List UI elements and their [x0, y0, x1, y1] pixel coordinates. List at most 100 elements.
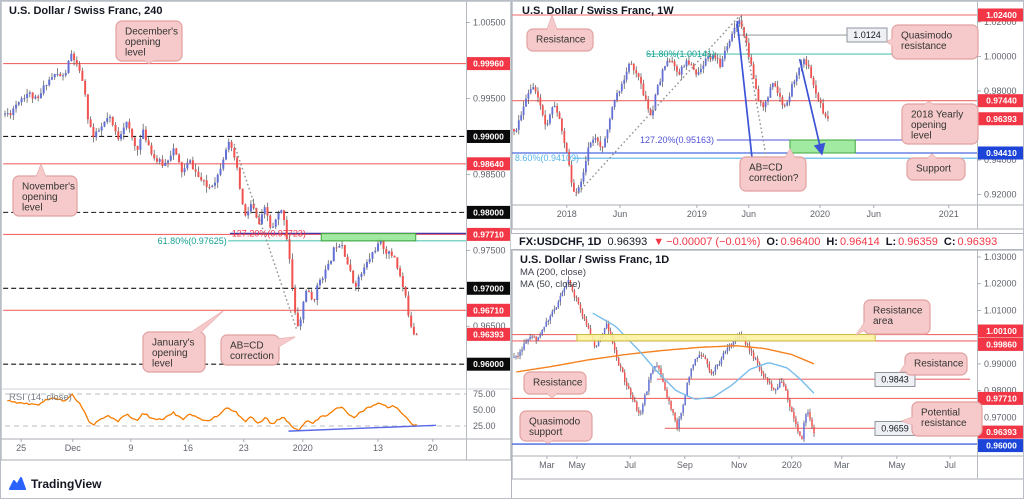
candle-body: [770, 383, 773, 389]
yellow-zone-box[interactable]: [576, 334, 876, 342]
green-zone-box[interactable]: [789, 139, 856, 154]
last-price: 0.96393: [607, 235, 648, 248]
dotted-trendline[interactable]: [575, 15, 740, 196]
candle-body: [37, 96, 40, 99]
candle-body: [568, 151, 571, 166]
annotation-callout[interactable]: Resistance: [526, 13, 594, 52]
price-tag-label: 1.0124: [853, 30, 881, 40]
candle-body: [565, 143, 568, 152]
symbol-info-bar[interactable]: FX:USDCHF, 1D 0.96393 ▼ −0.00007 (−0.01%…: [511, 233, 1023, 250]
candle-body: [354, 282, 357, 287]
candle-body: [747, 42, 750, 58]
fib-label: 61.80%(1.00141): [646, 49, 715, 59]
candle-body: [719, 58, 721, 68]
usdchf-1w-chart[interactable]: 61.80%(1.00141) 127.20%(0.95163) 8.60%(0.9…: [512, 1, 1024, 233]
indicator-label: MA (50, close): [520, 279, 581, 290]
green-zone-box[interactable]: [320, 232, 417, 242]
candle-body: [728, 40, 731, 47]
callout-text: level: [152, 359, 173, 370]
candle-body: [555, 307, 558, 310]
usdchf-1d-chart[interactable]: Mar May Jul Sep Nov 2020 Mar May Jul 1.03000 1.020…: [512, 250, 1024, 499]
price-chip: [467, 227, 510, 241]
candle-body: [280, 210, 283, 214]
price-axis[interactable]: 1.03000 1.02000 1.01000 0.99000 0.98000 0.970…: [977, 252, 1024, 453]
candle-body: [690, 368, 692, 377]
candle-body: [732, 340, 735, 347]
callout-text: opening: [22, 192, 58, 203]
candle-body: [628, 63, 630, 72]
candle-body: [688, 60, 690, 65]
candle-body: [575, 191, 578, 193]
candle-body: [620, 83, 623, 92]
candle-body: [686, 382, 688, 396]
ma-200-line[interactable]: [516, 345, 815, 373]
x-tick-label: 23: [239, 443, 249, 453]
candle-body: [227, 141, 230, 150]
candle-body: [801, 435, 803, 440]
candle-body: [670, 401, 672, 410]
candle-body: [233, 147, 236, 158]
projection-arrow[interactable]: [798, 58, 826, 156]
price-tag-box[interactable]: [846, 27, 888, 43]
candle-body: [684, 395, 686, 406]
candle-body: [533, 336, 535, 338]
x-axis[interactable]: Mar May Jul Sep Nov 2020 Mar May Jul: [539, 456, 956, 470]
candle-body: [797, 424, 799, 432]
candle-body: [517, 356, 519, 358]
candle-body: [638, 410, 640, 414]
candle-body: [144, 129, 147, 141]
dotted-trendline[interactable]: [740, 15, 770, 171]
price-tag-label: 0.9843: [881, 375, 909, 385]
candle-body: [695, 69, 698, 75]
candle-body: [20, 98, 23, 103]
candle-body: [696, 357, 698, 360]
callout-text: Quasimodo: [901, 31, 953, 42]
candle-body: [759, 101, 762, 103]
brand-name: TradingView: [31, 477, 102, 491]
candle-body: [527, 339, 529, 342]
callout-text: area: [873, 316, 893, 327]
candle-body: [589, 328, 592, 335]
candle-body: [258, 217, 261, 225]
x-axis[interactable]: 2018 Jun 2019 Jun 2020 Jun 2021: [557, 205, 959, 219]
rsi-line[interactable]: [7, 393, 417, 432]
usdchf-240-chart[interactable]: 61.80%(0.97625)127.20%(0.97723)25 Dec 9 16 2…: [1, 1, 511, 471]
candle-body: [605, 323, 608, 328]
chart-title: U.S. Dollar / Swiss Franc, 1D: [520, 254, 669, 266]
candle-body: [515, 356, 517, 358]
dotted-trendline[interactable]: [233, 143, 298, 331]
price-tag-box[interactable]: [874, 372, 916, 387]
candle-body: [754, 358, 757, 360]
candle-body: [310, 291, 313, 300]
annotation-callout[interactable]: Resistance: [898, 352, 968, 376]
candle-body: [537, 91, 539, 98]
candle-body: [700, 354, 703, 356]
rsi-trendline[interactable]: [288, 424, 437, 432]
annotation-callout[interactable]: Support: [906, 153, 966, 181]
tradingview-brand[interactable]: TradingView: [9, 477, 101, 491]
annotation-callout[interactable]: Resistance: [523, 371, 587, 399]
price-axis[interactable]: 1.00500 0.99500 0.98500 0.97500 0.96500 0.999…: [466, 18, 510, 371]
x-axis[interactable]: 25 Dec 9 16 23 2020 13 20: [16, 439, 438, 453]
candle-body: [532, 87, 535, 90]
chart-240-container: 61.80%(0.97625) 127.20%(0.97723) 25 Dec 9 16 2…: [1, 1, 511, 471]
callout-text: November's: [22, 182, 75, 193]
candle-body: [775, 389, 777, 391]
candle-body: [599, 141, 602, 147]
close-value: 0.96393: [957, 235, 998, 248]
price-chip: [467, 327, 510, 341]
candle-body: [551, 107, 554, 115]
projection-arrow[interactable]: [736, 20, 758, 170]
price-axis[interactable]: 1.02000 1.00000 0.98000 0.94000 0.92000 1.024…: [977, 8, 1024, 200]
candle-body: [100, 126, 103, 131]
